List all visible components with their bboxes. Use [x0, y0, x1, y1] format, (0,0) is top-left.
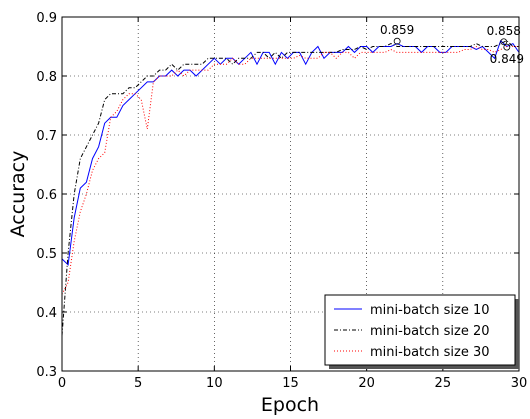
series-line-1 [61, 39, 520, 266]
y-axis-title: Accuracy [7, 151, 29, 238]
x-tick-label: 20 [358, 376, 375, 391]
legend-box [324, 294, 516, 366]
annotations: 0.859 0.858 0.849 [380, 23, 524, 66]
y-tick-label: 0.6 [36, 188, 57, 203]
legend-label-1: mini-batch size 10 [370, 303, 490, 318]
y-tick-label: 0.4 [36, 306, 57, 321]
y-tick-label: 0.9 [36, 11, 57, 26]
x-tick-label: 25 [435, 376, 452, 391]
x-axis-title: Epoch [261, 394, 319, 416]
x-tick-label: 5 [134, 376, 142, 391]
x-tick-label: 0 [58, 376, 66, 391]
legend-label-3: mini-batch size 30 [370, 345, 490, 360]
annotation-label: 0.849 [490, 52, 524, 66]
annotation-label: 0.858 [487, 24, 521, 38]
annotation-marker [393, 37, 401, 45]
legend: mini-batch size 10 mini-batch size 20 mini… [324, 294, 519, 369]
y-tick-label: 0.8 [36, 70, 57, 85]
x-tick-label: 30 [511, 376, 528, 391]
annotation-marker [500, 38, 508, 46]
series-line-2 [61, 39, 519, 336]
series-layer [61, 39, 520, 336]
y-tick-label: 0.3 [36, 365, 57, 380]
annotation-marker [503, 43, 511, 51]
x-tick-label: 15 [282, 376, 299, 391]
y-tick-label: 0.5 [36, 247, 57, 262]
y-tick-label: 0.7 [36, 129, 57, 144]
annotation-label: 0.859 [380, 23, 414, 37]
x-tick-label: 10 [206, 376, 223, 391]
legend-label-2: mini-batch size 20 [370, 324, 490, 339]
axis-ticks: 0 5 10 15 20 25 30 0.3 0.4 0.5 0.6 0.7 0.8 0.9 [36, 11, 527, 391]
legend-items: mini-batch size 10 mini-batch size 20 mini… [334, 303, 490, 360]
